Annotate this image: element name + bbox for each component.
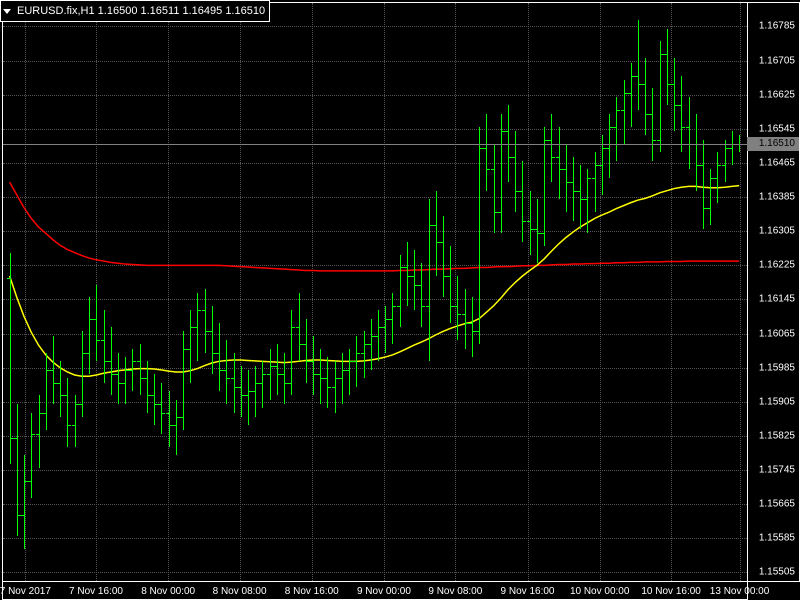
- dropdown-arrow-icon: [3, 9, 11, 14]
- y-axis-label: 1.16545: [759, 123, 795, 134]
- y-axis-label: 1.16145: [759, 294, 795, 305]
- x-axis-label: 7 Nov 16:00: [69, 586, 123, 597]
- x-axis-label: 10 Nov 00:00: [570, 586, 630, 597]
- y-axis-label: 1.15825: [759, 430, 795, 441]
- indicator-MA-slow: [10, 182, 740, 271]
- y-axis-label: 1.16705: [759, 55, 795, 66]
- x-axis-label: 8 Nov 08:00: [213, 586, 267, 597]
- y-axis-label: 1.16065: [759, 328, 795, 339]
- y-axis-label: 1.15505: [759, 567, 795, 578]
- x-axis-label: 10 Nov 16:00: [641, 586, 701, 597]
- x-axis: 7 Nov 2017 7 Nov 16:00 8 Nov 00:00 8 Nov 08…: [2, 581, 748, 600]
- indicators-layer: [3, 3, 747, 581]
- y-axis-label: 1.16465: [759, 157, 795, 168]
- current-price-line: [3, 144, 747, 145]
- y-axis-label: 1.16225: [759, 260, 795, 271]
- x-axis-label: 8 Nov 16:00: [285, 586, 339, 597]
- x-axis-label: 9 Nov 08:00: [428, 586, 482, 597]
- x-axis-label: 9 Nov 16:00: [501, 586, 555, 597]
- chart-plot-area[interactable]: [2, 2, 748, 582]
- current-price-marker: 1.16510: [747, 137, 799, 151]
- y-axis-label: 1.15745: [759, 465, 795, 476]
- y-axis-label: 1.16385: [759, 192, 795, 203]
- x-axis-label: 13 Nov 00:00: [710, 586, 770, 597]
- x-axis-label: 7 Nov 2017: [0, 586, 51, 597]
- y-axis-label: 1.16625: [759, 89, 795, 100]
- y-axis-label: 1.15905: [759, 396, 795, 407]
- y-axis-label: 1.15665: [759, 499, 795, 510]
- y-axis-label: 1.15585: [759, 533, 795, 544]
- indicator-MA-fast: [10, 186, 740, 377]
- y-axis-label: 1.15985: [759, 362, 795, 373]
- x-axis-label: 8 Nov 00:00: [141, 586, 195, 597]
- x-axis-label: 9 Nov 00:00: [357, 586, 411, 597]
- chart-title-bar[interactable]: EURUSD.fix,H1 1.16500 1.16511 1.16495 1.…: [0, 0, 270, 22]
- chart-title-text: EURUSD.fix,H1 1.16500 1.16511 1.16495 1.…: [17, 5, 265, 17]
- y-axis-label: 1.16785: [759, 21, 795, 32]
- y-axis: 1.15505 1.15585 1.15665 1.15745 1.15825 1.159…: [747, 2, 800, 582]
- y-axis-label: 1.16305: [759, 226, 795, 237]
- chart-container: EURUSD.fix,H1 1.16500 1.16511 1.16495 1.…: [0, 0, 800, 600]
